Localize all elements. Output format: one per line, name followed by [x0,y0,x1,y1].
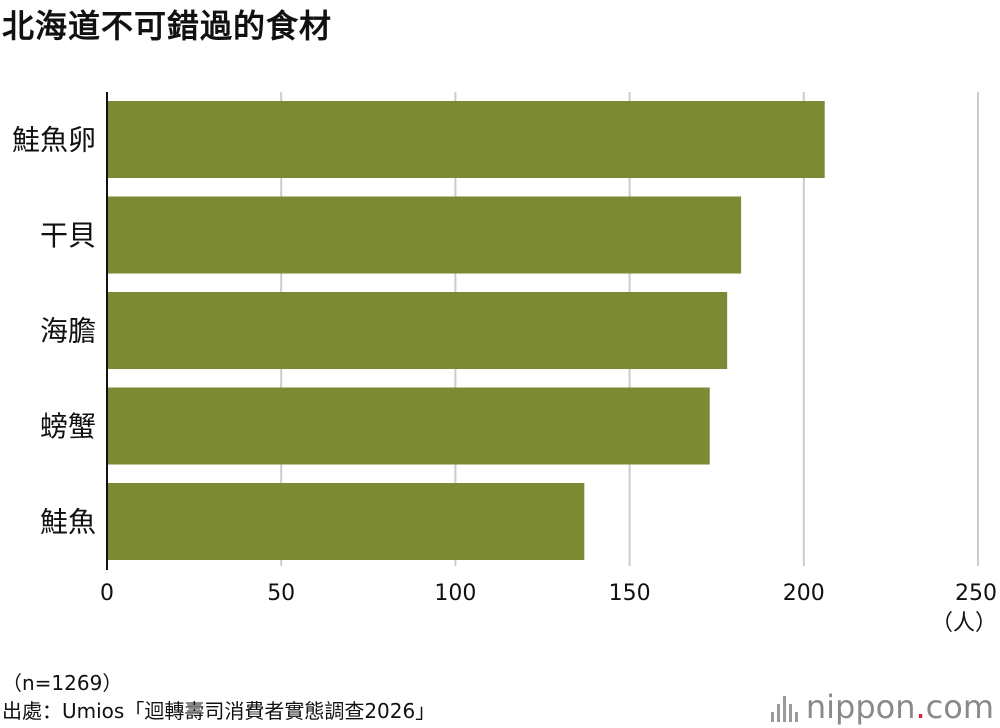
category-label: 海膽 [40,315,96,348]
bar-1 [107,101,825,178]
x-tick-labels: 0 50 100 150 200 250 [100,581,997,606]
x-tick-label: 0 [100,581,114,606]
category-label: 鮭魚 [40,506,96,539]
logo-suffix: com [925,688,994,726]
bar-2 [107,196,742,274]
x-axis-unit: （人） [931,611,997,636]
source-note: 出處：Umios「迴轉壽司消費者實態調查2026」 [2,699,436,723]
x-tick-label: 250 [955,581,997,606]
sample-size-note: （n=1269） [2,671,123,695]
x-tick-label: 50 [267,581,295,606]
logo-name: nippon [805,688,916,726]
bar-5 [107,483,585,560]
x-tick-label: 100 [434,581,476,606]
x-tick-label: 150 [609,581,651,606]
category-label: 干貝 [40,219,96,252]
chart-title: 北海道不可錯過的食材 [2,7,333,45]
category-label: 螃蟹 [40,410,96,443]
logo-dot: . [915,688,926,726]
category-label: 鮭魚卵 [12,124,96,157]
nippon-logo-bars-icon [770,692,798,722]
x-tick-label: 200 [783,581,825,606]
bar-4 [107,387,710,465]
nippon-logo: nippon. com [770,688,994,726]
bar-3 [107,292,728,369]
bars [107,101,825,560]
